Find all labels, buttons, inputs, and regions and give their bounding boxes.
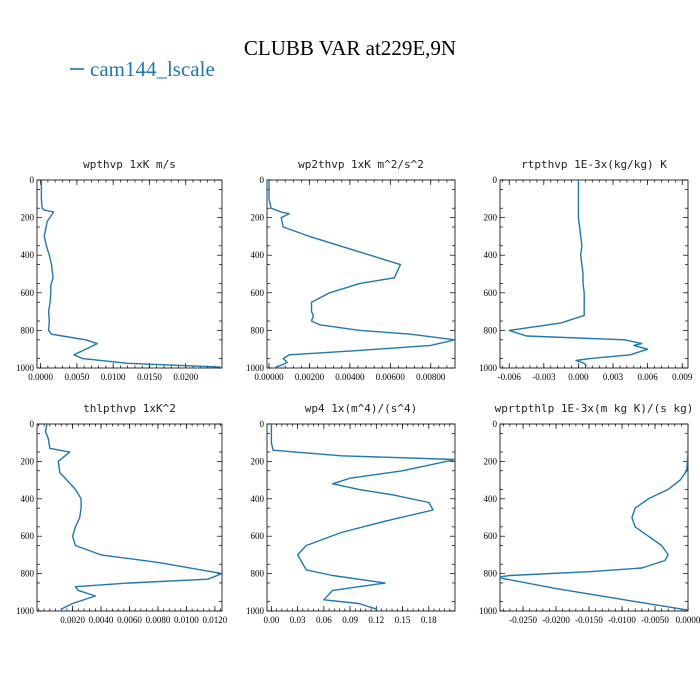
y-tick-label: 200 [251,213,265,223]
subplot-title: wp4 1x(m^4)/(s^4) [305,402,418,415]
y-tick-label: 1000 [479,606,498,616]
y-tick-label: 600 [251,288,265,298]
y-tick-label: 200 [484,456,498,466]
y-tick-label: 400 [251,250,265,260]
x-tick-label: 0.003 [603,372,624,382]
y-tick-label: 600 [21,531,35,541]
y-tick-label: 800 [251,325,265,335]
series-line [500,424,688,611]
subplot-2: wp2thvp 1xK m^2/s^2020040060080010000.00… [246,158,456,382]
x-tick-label: 0.0100 [174,615,199,625]
series-line [508,180,649,367]
figure-title: CLUBB VAR at229E,9N [244,36,456,60]
figure-legend: cam144_lscale [70,57,215,81]
x-tick-label: -0.0200 [542,615,570,625]
y-tick-label: 800 [251,569,265,579]
x-tick-label: -0.0250 [509,615,537,625]
x-tick-label: 0.0020 [60,615,85,625]
series-line [268,180,455,368]
y-tick-label: 0 [30,175,35,185]
subplot-title: rtpthvp 1E-3x(kg/kg) K [521,158,667,171]
x-tick-label: 0.009 [672,372,693,382]
y-tick-label: 1000 [16,606,35,616]
y-tick-label: 0 [260,419,265,429]
x-tick-label: 0.00200 [295,372,325,382]
x-tick-label: 0.0060 [117,615,142,625]
x-tick-label: 0.0100 [101,372,126,382]
y-tick-label: 200 [21,456,35,466]
y-tick-label: 800 [21,325,35,335]
y-tick-label: 0 [30,419,35,429]
y-tick-label: 800 [484,569,498,579]
x-tick-label: 0.00 [263,615,279,625]
plot-frame [499,423,689,612]
y-tick-label: 1000 [479,363,498,373]
x-tick-label: 0.12 [368,615,384,625]
subplot-6: wprtpthlp 1E-3x(m kg K)/(s kg) 0 200 400 600… [479,402,700,625]
x-tick-label: -0.0050 [641,615,669,625]
y-tick-label: 800 [21,569,35,579]
y-tick-label: 600 [251,531,265,541]
y-tick-label: 400 [484,250,498,260]
x-tick-label: 0.00400 [335,372,365,382]
x-tick-label: 0.0200 [173,372,198,382]
x-tick-label: 0.15 [395,615,411,625]
subplot-title: wpthvp 1xK m/s [83,158,176,171]
y-tick-label: 0 [260,175,265,185]
series-line [44,424,222,610]
x-tick-label: 0.00000 [254,372,284,382]
x-tick-label: -0.003 [532,372,556,382]
plot-frame [499,179,689,369]
x-tick-label: 0.000 [568,372,589,382]
x-tick-label: 0.09 [342,615,358,625]
legend-label: cam144_lscale [90,57,215,81]
plot-frame [266,179,456,369]
x-tick-label: 0.00800 [416,372,446,382]
y-tick-label: 1000 [246,606,265,616]
y-tick-label: 600 [484,288,498,298]
y-tick-label: 600 [21,288,35,298]
x-tick-label: 0.18 [421,615,437,625]
series-line [40,180,221,368]
plot-frame [266,423,456,612]
subplot-3: rtpthvp 1E-3x(kg/kg) K02004006008001000-… [479,158,693,382]
y-tick-label: 600 [484,531,498,541]
x-tick-label: 0.0040 [89,615,114,625]
y-tick-label: 400 [484,494,498,504]
x-tick-label: 0.0120 [203,615,228,625]
y-tick-label: 200 [484,213,498,223]
subplot-title: wp2thvp 1xK m^2/s^2 [298,158,424,171]
x-tick-label: 0.0150 [137,372,162,382]
y-tick-label: 1000 [246,363,265,373]
y-tick-label: 200 [251,456,265,466]
x-tick-label: 0.0000 [676,615,700,625]
y-tick-label: 1000 [16,363,35,373]
subplot-4: thlpthvp 1xK^2 0 200 400 600 800 1000 0.0020 0.0… [16,402,228,625]
subplot-title: thlpthvp 1xK^2 [83,402,176,415]
y-tick-label: 400 [251,494,265,504]
x-tick-label: 0.00600 [376,372,406,382]
y-tick-label: 0 [493,419,498,429]
x-tick-label: 0.0000 [28,372,53,382]
x-tick-label: 0.0050 [65,372,90,382]
y-tick-label: 0 [493,175,498,185]
plot-frame [36,179,223,369]
y-tick-label: 800 [484,325,498,335]
x-tick-label: -0.0100 [608,615,636,625]
series-line [270,424,455,610]
x-tick-label: 0.006 [638,372,659,382]
x-tick-label: -0.006 [498,372,522,382]
x-tick-label: 0.06 [316,615,332,625]
x-tick-label: -0.0150 [575,615,603,625]
x-tick-label: 0.03 [290,615,306,625]
subplot-title: wprtpthlp 1E-3x(m kg K)/(s kg) [495,402,694,415]
x-tick-label: 0.0080 [146,615,171,625]
y-tick-label: 400 [21,250,35,260]
y-tick-label: 200 [21,213,35,223]
y-tick-label: 400 [21,494,35,504]
